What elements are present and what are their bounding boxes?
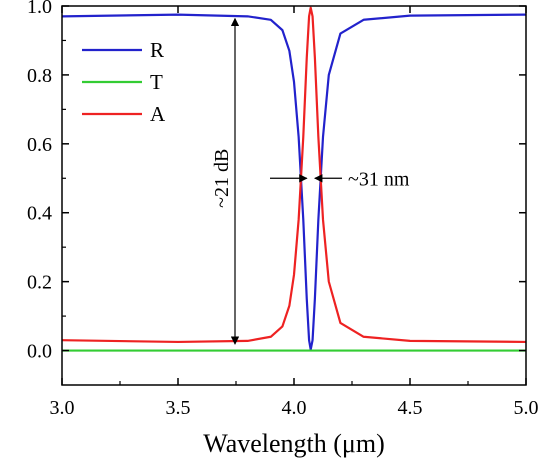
legend-label-t: T xyxy=(150,70,163,94)
y-tick-label: 0.6 xyxy=(27,134,52,156)
x-tick-label: 4.0 xyxy=(282,397,307,419)
y-tick-label: 0.2 xyxy=(27,272,52,294)
series-line-a xyxy=(61,6,527,344)
x-tick-label: 3.0 xyxy=(50,397,75,419)
width-annotation: ~31 nm xyxy=(348,168,410,190)
x-tick-label: 3.5 xyxy=(166,397,191,419)
y-tick-label: 0.0 xyxy=(27,341,52,363)
x-tick-label: 4.5 xyxy=(398,397,423,419)
y-tick-label: 0.8 xyxy=(27,65,52,87)
plot-area: 3.0 3.5 4.0 4.5 5.0 0.0 0.2 0.4 0.6 0.8 1.0 RTA ~21 … xyxy=(27,0,539,419)
annotations: ~21 dB ~31 nm xyxy=(211,17,410,345)
x-tick-label: 5.0 xyxy=(514,397,539,419)
y-tick-label: 0.4 xyxy=(27,203,52,225)
x-axis-label: Wavelength (μm) xyxy=(203,429,385,458)
plot-frame xyxy=(61,5,527,386)
depth-annotation: ~21 dB xyxy=(211,149,233,208)
legend-label-a: A xyxy=(150,102,166,126)
y-tick-label: 1.0 xyxy=(27,0,52,18)
legend-label-r: R xyxy=(150,38,164,62)
legend: RTA xyxy=(82,38,166,126)
series-line-r xyxy=(61,13,527,351)
